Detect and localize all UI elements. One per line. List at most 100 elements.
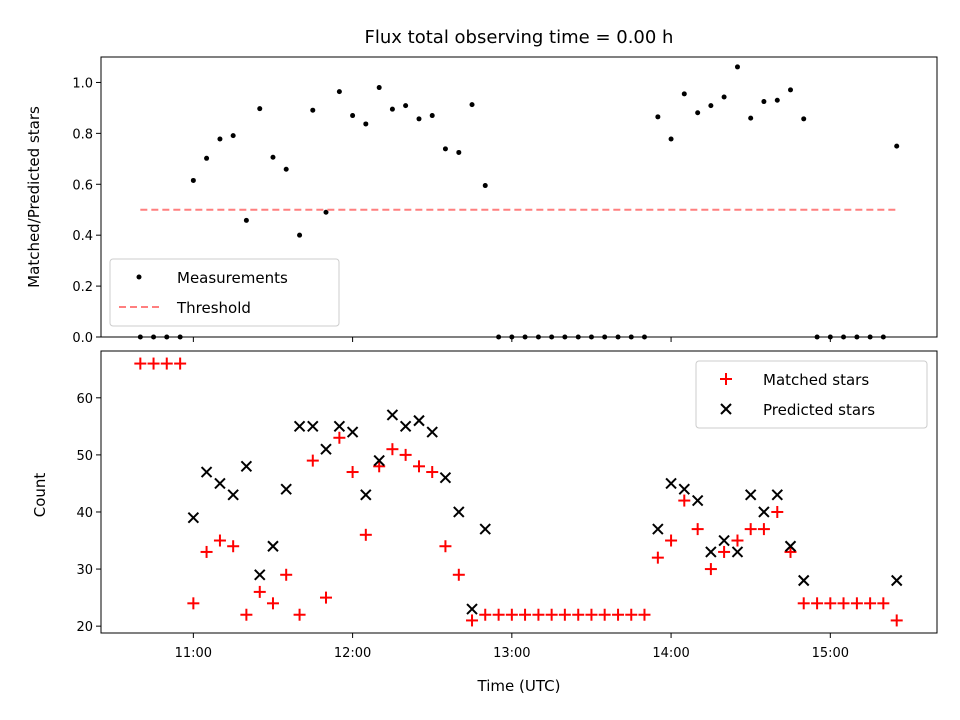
top-legend-box [109, 258, 340, 327]
predicted-stars-point [678, 483, 690, 495]
predicted-stars-point [758, 506, 770, 518]
matched-stars-point [200, 545, 213, 558]
y-tick-label: 20 [76, 620, 93, 635]
legend-predicted-marker [720, 403, 732, 415]
y-tick-label: 0.6 [72, 178, 93, 193]
measurement-point [217, 136, 223, 142]
x-tick-label: 14:00 [652, 646, 689, 661]
legend-matched-marker [720, 373, 732, 385]
predicted-stars-point [718, 534, 730, 547]
measurement-point [403, 103, 409, 109]
predicted-stars-point [386, 409, 399, 421]
predicted-stars-point [373, 454, 385, 467]
matched-stars-point [532, 608, 545, 621]
matched-stars-point [691, 523, 704, 536]
matched-stars-point [293, 608, 306, 621]
predicted-stars-point [784, 540, 797, 552]
matched-stars-point [213, 534, 226, 547]
predicted-stars-point [187, 511, 200, 524]
predicted-stars-point [665, 477, 677, 490]
predicted-stars-point [731, 546, 744, 558]
predicted-stars-point [227, 489, 239, 501]
matched-stars-point [731, 534, 744, 547]
matched-stars-point [452, 568, 465, 581]
matched-stars-point [174, 357, 187, 370]
predicted-stars-point [360, 489, 372, 501]
matched-stars-point [346, 466, 359, 479]
predicted-stars-point [426, 426, 438, 438]
measurement-point [721, 94, 727, 100]
top-y-ticks: 0.0 0.2 0.4 0.6 0.8 1.0 [72, 76, 101, 346]
bottom-panel: Count Time (UTC) 20 30 40 50 60 11:00 12:00 13… [31, 350, 938, 695]
bottom-x-ticks: 11:00 12:00 13:00 14:00 15:00 [175, 633, 849, 661]
matched-stars-point [678, 494, 691, 507]
matched-stars-point [757, 523, 770, 536]
measurement-point [708, 103, 714, 109]
measurement-point [429, 113, 435, 119]
bottom-y-ticks: 20 30 40 50 60 [76, 392, 101, 635]
predicted-stars-point [439, 472, 452, 484]
y-tick-label: 60 [76, 392, 93, 407]
legend-matched-label: Matched stars [763, 371, 869, 389]
legend-threshold-label: Threshold [176, 299, 251, 317]
measurement-point [788, 87, 794, 93]
matched-stars-point [771, 505, 784, 518]
matched-stars-point [320, 591, 333, 604]
matched-stars-point [718, 545, 731, 558]
measurement-point [456, 149, 462, 155]
y-tick-label: 50 [76, 449, 93, 464]
matched-stars-point [492, 608, 505, 621]
y-tick-label: 0.0 [72, 331, 93, 346]
measurement-point [190, 177, 196, 183]
measurement-point [257, 106, 263, 112]
y-tick-label: 30 [76, 563, 93, 578]
matched-stars-point [585, 608, 598, 621]
predicted-stars-point [267, 540, 279, 552]
predicted-stars-point [652, 523, 664, 535]
matched-stars-point [373, 460, 386, 473]
matched-stars-point [784, 545, 797, 558]
matched-stars-point [333, 431, 346, 444]
x-axis-label: Time (UTC) [477, 677, 561, 695]
matched-stars-point [505, 608, 518, 621]
measurement-point [283, 166, 289, 172]
matched-stars-point [412, 460, 425, 473]
matched-stars-point [864, 597, 877, 610]
matched-stars-point [359, 528, 372, 541]
bottom-legend: Matched stars Predicted stars [695, 360, 928, 429]
measurement-point [416, 116, 422, 122]
measurement-point [442, 146, 448, 152]
matched-stars-point [253, 585, 266, 598]
matched-stars-point [890, 614, 903, 627]
measurement-point [297, 232, 303, 238]
measurement-point [695, 110, 701, 116]
y-tick-label: 0.2 [72, 280, 93, 295]
matched-stars-point [612, 608, 625, 621]
predicted-stars-point [307, 420, 319, 433]
bottom-legend-box [695, 360, 928, 429]
bottom-y-axis-label: Count [31, 473, 49, 518]
measurement-point [363, 121, 369, 127]
matched-stars-point [850, 597, 863, 610]
x-tick-label: 11:00 [175, 646, 212, 661]
top-axes-frame [100, 56, 938, 338]
measurement-point [774, 97, 780, 103]
matched-stars-point [545, 608, 558, 621]
legend-measurements-marker [136, 274, 142, 280]
top-legend: Measurements Threshold [109, 258, 340, 327]
measurement-point [801, 116, 807, 122]
matched-stars-point [598, 608, 611, 621]
predicted-stars-point [771, 489, 783, 501]
predicted-stars-point [346, 426, 359, 438]
x-tick-label: 12:00 [334, 646, 371, 661]
bottom-plot-area [134, 357, 903, 627]
predicted-stars-point [413, 414, 425, 427]
predicted-stars-point [798, 574, 810, 587]
legend-measurements-label: Measurements [177, 269, 288, 287]
top-panel: Matched/Predicted stars 0.0 0.2 0.4 0.6 0.8 1… [25, 56, 938, 346]
predicted-stars-point [466, 603, 478, 615]
measurement-point [734, 64, 740, 70]
matched-stars-point [824, 597, 837, 610]
bottom-axes-frame [100, 350, 938, 634]
